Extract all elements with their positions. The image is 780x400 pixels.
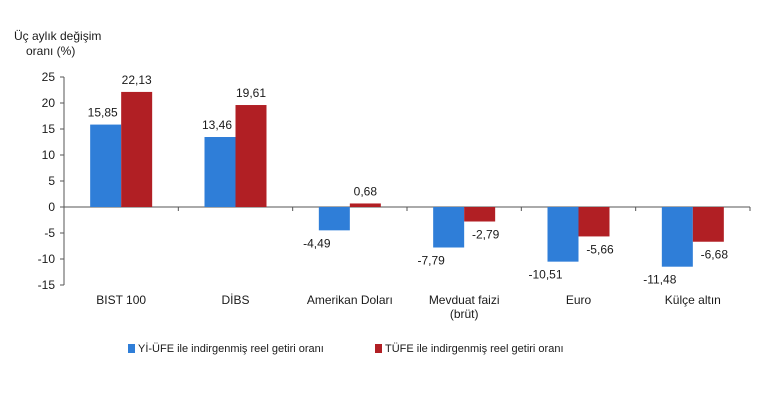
data-label: 13,46	[202, 118, 232, 132]
y-tick-label: -5	[44, 226, 55, 240]
y-tick-label: -10	[38, 252, 56, 266]
category-label: Külçe altın	[665, 293, 721, 307]
y-tick-label: 5	[48, 174, 55, 188]
y-axis-title: Üç aylık değişim oranı (%)	[14, 29, 101, 58]
category-label-line: DİBS	[221, 293, 249, 307]
category-label: BIST 100	[96, 293, 146, 307]
bar-yi-ufe	[547, 207, 579, 262]
bar-tufe	[121, 91, 153, 207]
bar-yi-ufe	[433, 207, 465, 248]
data-label: 22,13	[122, 73, 152, 87]
data-label: 15,85	[88, 106, 118, 120]
y-tick-label: 25	[42, 70, 56, 84]
category-label: Mevduat faizi (brüt)	[429, 293, 500, 321]
bar-yi-ufe	[661, 207, 693, 267]
category-label-line: Mevduat faizi	[429, 293, 500, 307]
bar-tufe	[235, 105, 267, 207]
data-label: -2,79	[472, 228, 500, 242]
data-label: 19,61	[236, 86, 266, 100]
bar-yi-ufe	[90, 124, 122, 207]
bar-yi-ufe	[204, 137, 236, 207]
category-label-line: (brüt)	[450, 307, 479, 321]
y-axis-title-line: Üç aylık değişim	[14, 29, 101, 43]
category-label-line: Amerikan Doları	[307, 293, 393, 307]
data-label: -10,51	[528, 268, 562, 282]
category-label: Euro	[566, 293, 592, 307]
y-tick-label: 20	[42, 96, 56, 110]
data-label: -7,79	[417, 254, 445, 268]
y-tick-label: 0	[48, 200, 55, 214]
bar-tufe	[578, 207, 610, 237]
category-label: DİBS	[221, 293, 249, 307]
legend-swatch	[375, 344, 382, 353]
bar-tufe	[349, 203, 381, 207]
y-tick-label: -15	[38, 278, 56, 292]
y-axis-title-line: oranı (%)	[26, 44, 75, 58]
bar-yi-ufe	[318, 207, 350, 231]
category-label: Amerikan Doları	[307, 293, 393, 307]
data-label: -4,49	[303, 236, 331, 250]
legend-swatch	[128, 344, 135, 353]
y-tick-label: 10	[42, 148, 56, 162]
data-label: -6,68	[701, 248, 729, 262]
data-label: -5,66	[586, 242, 614, 256]
data-label: 0,68	[354, 184, 378, 198]
category-label-line: Euro	[566, 293, 592, 307]
bar-tufe	[692, 207, 724, 242]
legend-label: Yİ-ÜFE ile indirgenmiş reel getiri oranı	[138, 342, 324, 355]
legend-label: TÜFE ile indirgenmiş reel getiri oranı	[385, 343, 564, 355]
y-tick-label: 15	[42, 122, 56, 136]
category-label-line: Külçe altın	[665, 293, 721, 307]
category-label-line: BIST 100	[96, 293, 146, 307]
data-label: -11,48	[643, 273, 676, 287]
bar-tufe	[464, 207, 496, 222]
